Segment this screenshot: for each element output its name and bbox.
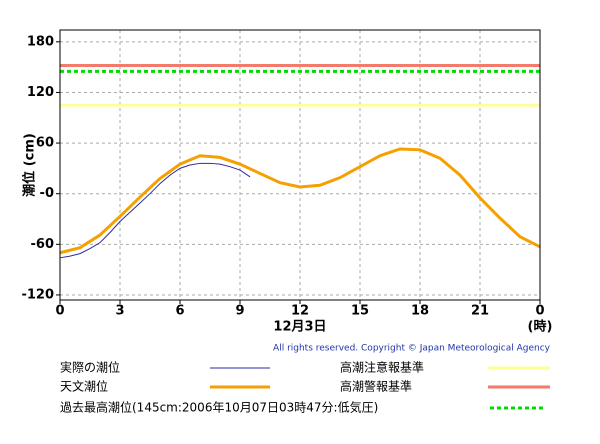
y-tick-label: -120 — [21, 287, 54, 302]
series-line — [59, 147, 541, 255]
x-axis-label: 12月3日 — [273, 320, 326, 335]
x-unit: (時) — [528, 319, 553, 335]
x-tick-label: 18 — [411, 304, 429, 319]
x-tick-label: 21 — [471, 304, 489, 319]
series-line — [59, 162, 251, 259]
legend-label: 天文潮位 — [60, 379, 108, 394]
y-tick-label: 60 — [36, 136, 54, 151]
legend-label: 高潮警報基準 — [340, 379, 412, 394]
y-tick-label: 120 — [27, 85, 54, 100]
x-tick-label: 3 — [115, 304, 124, 319]
x-tick-label: 9 — [235, 304, 244, 319]
x-tick-label: 0 — [55, 304, 64, 319]
x-tick-label: 15 — [351, 304, 369, 319]
y-tick-label: 180 — [27, 34, 54, 49]
x-tick-label: 0 — [535, 304, 544, 319]
y-tick-label: -0 — [40, 186, 54, 201]
x-tick-label: 6 — [175, 304, 184, 319]
y-tick-label: -60 — [31, 237, 55, 252]
copyright: All rights reserved. Copyright © Japan M… — [273, 344, 551, 354]
legend-label: 過去最高潮位(145cm:2006年10月07日03時47分:低気圧) — [60, 400, 378, 415]
y-axis-label: 潮位 (cm) — [22, 133, 38, 197]
legend-label: 高潮注意報基準 — [340, 360, 424, 375]
legend-label: 実際の潮位 — [60, 360, 120, 375]
plot-frame — [59, 29, 541, 301]
x-tick-label: 12 — [291, 304, 309, 319]
